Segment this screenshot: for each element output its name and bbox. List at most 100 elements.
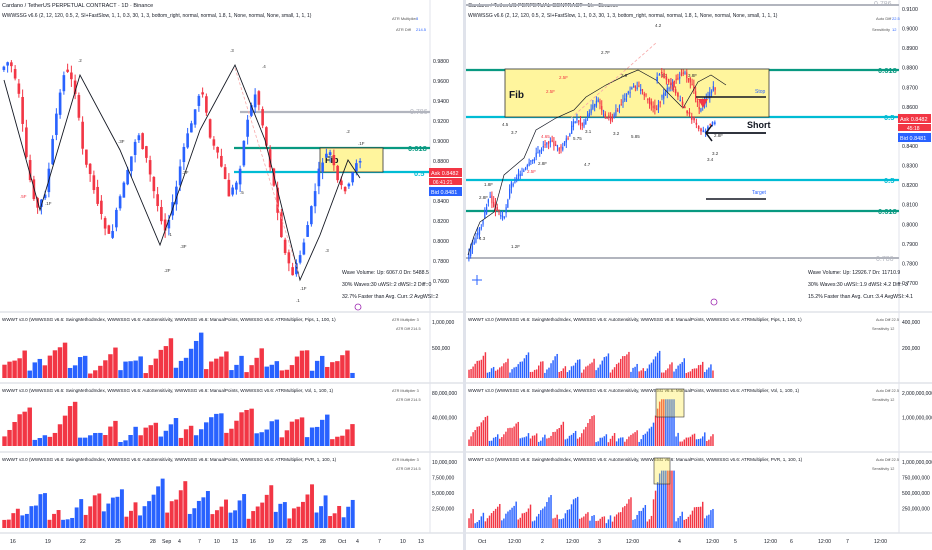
right-vol-bar [468,439,470,446]
left-price-tick: 0.8400 [433,199,449,205]
candle-body [216,146,219,153]
right-pvr-bar [658,473,661,528]
pane-scale-tick: 1,000,000,000 [902,460,932,466]
right-vol-bar [658,401,661,446]
right-vol-bar [501,437,503,446]
candle-body [351,172,354,183]
right-pips-bar [574,362,577,378]
candle-body [677,77,679,80]
right-price-tick: 0.8000 [902,222,918,228]
right-pips-bar [572,365,575,378]
left-pips-bar [224,351,229,378]
right-pvr-bar [699,506,702,528]
right-pvr-bar [624,506,626,528]
right-vol-bar [497,434,499,446]
left-pvr-bar [260,502,265,528]
right-pvr-bar [691,510,694,528]
left-vol-bar [304,437,310,446]
right-vol-bar [667,399,669,446]
right-pips-bar [550,363,552,378]
candle-body [645,94,647,96]
right-pvr-bar [702,501,704,528]
candle-body [656,76,658,81]
left-pips-bar [320,355,325,378]
candle-body [208,119,212,138]
candle-body [700,108,702,112]
fib-box-label: Fib [325,155,339,165]
right-pips-bar [480,359,483,378]
right-pvr-bar [679,516,681,528]
candle-body [530,160,532,162]
candle-body [526,165,528,168]
candle-body [524,167,527,170]
wave-label: 2.5F [559,75,568,80]
right-vol-bar [697,439,700,446]
right-pips-bar [587,365,589,378]
right-pips-bar [566,372,569,378]
right-pips-bar [673,371,675,378]
candle-body [478,228,481,235]
left-pips-bar [143,373,148,378]
candle-body [505,207,507,214]
left-vol-bar [299,417,305,446]
time-axis-label: 16 [10,539,16,545]
left-pvr-bar [282,502,287,528]
event-marker-icon [710,298,718,306]
right-pips-bar [667,368,669,378]
left-vol-bar [148,425,153,446]
left-pvr-bar [251,511,256,528]
right-pips-bar [576,359,579,378]
right-pips-bar [521,361,524,378]
left-pips-bar [17,358,22,378]
right-pvr-bar [484,521,487,528]
left-vol-bar [163,430,169,446]
right-pips-bar [484,352,487,378]
right-vol-bar [587,423,589,446]
candle-body [544,143,546,146]
left-vol-bar [209,417,214,446]
candle-body [556,145,559,147]
right-pvr-bar [589,520,591,528]
right-vol-bar [638,441,640,446]
left-vol-bar [143,427,148,446]
candle-body [507,199,509,208]
candle-body [510,182,513,189]
bid-tag-bg[interactable] [898,133,931,142]
bid-tag-bg[interactable] [429,187,462,196]
right-pips-bar [642,368,644,378]
left-chart-canvas[interactable]: Cardano / TetherUS PERPETUAL CONTRACT · … [0,0,463,550]
candle-body [100,200,103,215]
left-pips-bar [204,369,209,378]
candle-body [680,73,683,76]
right-vol-bar [632,433,634,446]
left-vol-bar [244,409,249,446]
bid-tag-label: Bid 0.8481 [431,190,457,196]
time-axis-label: 28 [320,539,326,545]
right-vol-bar [492,437,495,446]
candle-body [160,207,163,222]
candle-body [81,121,84,149]
candle-body [347,183,351,187]
atr-multiplier-label: ATR Multiplier [392,16,417,21]
right-chart-canvas[interactable]: Cardano / TetherUS PERPETUAL CONTRACT · … [466,0,932,550]
candle-body [666,87,668,94]
right-pvr-bar [478,520,480,528]
candle-body [257,91,261,105]
candle-body [689,77,691,83]
candle-body [17,83,21,94]
left-chart[interactable]: Cardano / TetherUS PERPETUAL CONTRACT · … [0,0,463,550]
right-chart[interactable]: Cardano / TetherUS PERPETUAL CONTRACT · … [466,0,932,550]
candle-body [656,108,658,111]
right-pvr-bar [677,517,679,528]
chart-divider[interactable] [463,0,466,550]
right-pips-bar [531,371,534,378]
candle-body [223,167,227,180]
left-pips-bar [188,348,194,378]
candle-body [595,100,598,106]
right-vol-bar [693,433,696,446]
right-vol-bar [615,441,618,446]
right-price-tick: 0.8300 [902,164,918,170]
ask-tag-bg[interactable] [898,114,931,123]
ask-tag-bg[interactable] [429,168,462,177]
candle-body [576,118,578,120]
